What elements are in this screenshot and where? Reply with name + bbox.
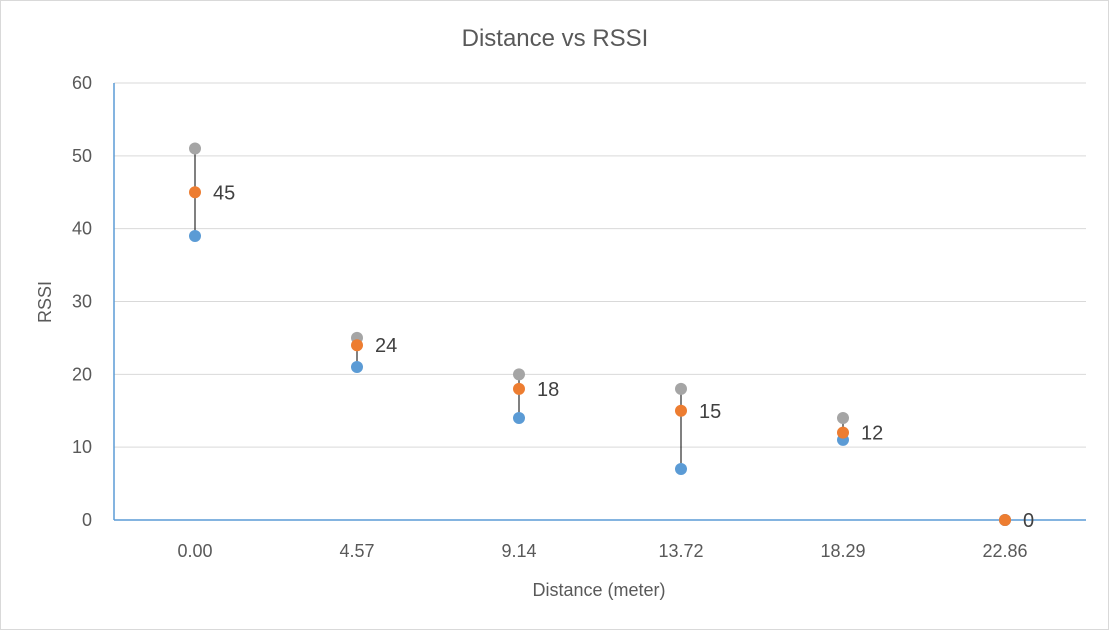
y-tick-label: 10 [72, 437, 92, 457]
y-tick-label: 20 [72, 364, 92, 384]
data-point [189, 186, 201, 199]
data-point [189, 229, 201, 242]
x-axis-title: Distance (meter) [532, 580, 665, 600]
y-tick-label: 40 [72, 219, 92, 239]
data-point [513, 382, 525, 395]
data-label: 24 [375, 335, 397, 357]
y-tick-label: 0 [82, 510, 92, 530]
x-tick-label: 13.72 [658, 541, 703, 561]
data-point [189, 142, 201, 155]
x-tick-label: 0.00 [177, 541, 212, 561]
chart-title: Distance vs RSSI [462, 25, 649, 52]
data-point [837, 412, 849, 425]
grid [114, 82, 1086, 448]
data-label: 45 [213, 182, 235, 204]
x-tick-label: 18.29 [820, 541, 865, 561]
axes [113, 83, 1086, 521]
data-points [189, 142, 1011, 526]
data-point [675, 463, 687, 476]
data-label: 12 [861, 423, 883, 445]
x-tick-labels: 0.00 4.57 9.14 13.72 18.29 22.86 [177, 541, 1027, 561]
data-point [837, 426, 849, 439]
data-label: 18 [537, 379, 559, 401]
data-point [675, 382, 687, 395]
y-tick-label: 30 [72, 292, 92, 312]
y-tick-labels: 0 10 20 30 40 50 60 [72, 73, 92, 530]
x-tick-label: 4.57 [339, 541, 374, 561]
x-tick-label: 22.86 [982, 541, 1027, 561]
y-tick-label: 50 [72, 146, 92, 166]
y-tick-label: 60 [72, 73, 92, 93]
data-point [513, 368, 525, 381]
data-point [999, 514, 1011, 526]
data-label: 15 [699, 401, 721, 423]
data-point [675, 404, 687, 417]
data-point [513, 412, 525, 425]
data-point [351, 361, 363, 374]
data-label: 0 [1023, 510, 1034, 532]
data-labels: 45 24 18 15 12 0 [213, 182, 1034, 532]
data-point [351, 339, 363, 352]
y-axis-title: RSSI [35, 281, 55, 323]
x-tick-label: 9.14 [501, 541, 536, 561]
